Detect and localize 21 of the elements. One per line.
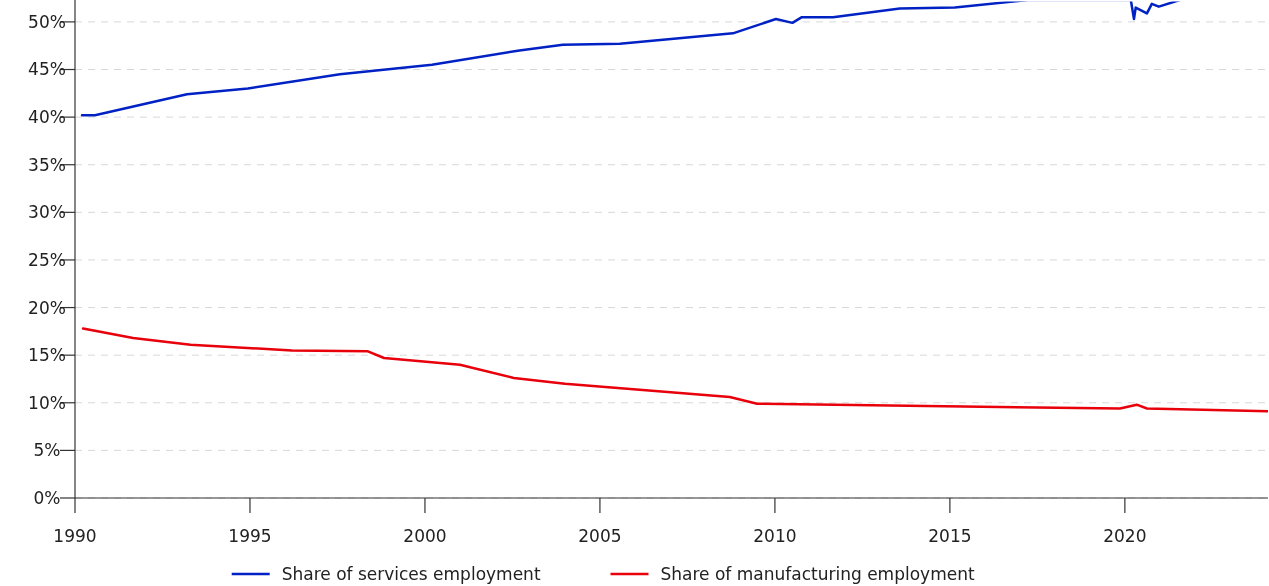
y-tick-label: 50% — [28, 11, 66, 32]
y-tick-label: 5% — [33, 440, 61, 461]
x-tick-label: 1995 — [228, 526, 272, 546]
y-tick-label: 35% — [28, 154, 66, 175]
x-tick-label: 1990 — [53, 526, 97, 546]
y-tick-label: 45% — [28, 59, 66, 80]
y-tick-label: 25% — [28, 249, 66, 270]
y-tick-label: 20% — [28, 297, 66, 318]
y-tick-label: 15% — [28, 345, 66, 366]
y-tick-label: 40% — [28, 107, 66, 128]
x-tick-label: 2000 — [403, 526, 447, 546]
x-tick-label: 2005 — [578, 526, 622, 546]
y-tick-label: 10% — [28, 392, 66, 413]
y-tick-label: 0% — [33, 487, 61, 508]
y-tick-label: 30% — [28, 202, 66, 223]
x-tick-label: 2015 — [928, 526, 972, 546]
legend-label: Share of manufacturing employment — [660, 563, 975, 584]
x-tick-label: 2010 — [753, 526, 797, 546]
x-tick-label: 2020 — [1103, 526, 1147, 546]
legend-label: Share of services employment — [281, 563, 541, 584]
line-series — [81, 327, 1268, 413]
